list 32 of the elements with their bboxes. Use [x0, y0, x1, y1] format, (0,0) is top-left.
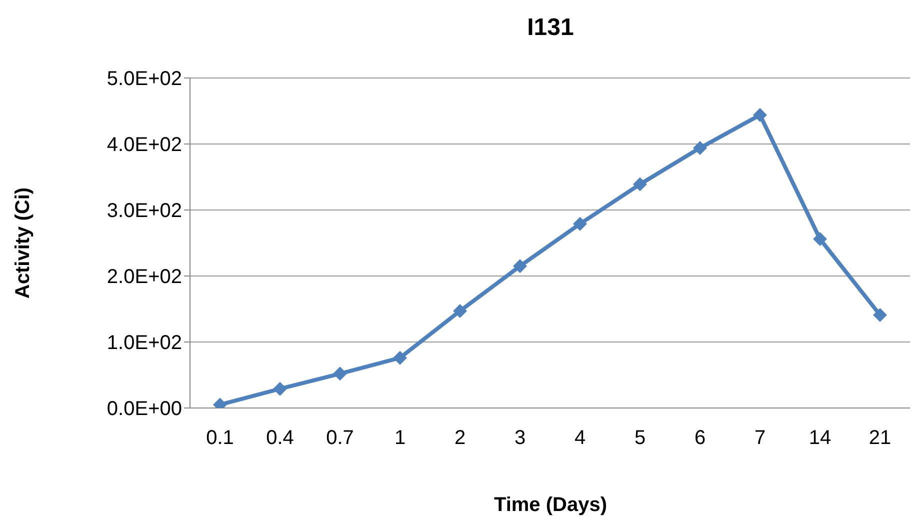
x-tick-label: 6 — [694, 427, 706, 450]
y-tick-label: 0.0E+00 — [106, 398, 182, 420]
point — [633, 177, 647, 192]
point — [813, 232, 827, 246]
point — [753, 108, 767, 122]
y-tick-label: 5.0E+02 — [106, 68, 182, 90]
point — [393, 350, 407, 365]
point — [693, 140, 707, 155]
x-tick-label: 2 — [454, 427, 466, 450]
x-tick-label: 1 — [394, 427, 406, 450]
x-tick-label: 3 — [514, 427, 526, 450]
x-tick-label: 21 — [868, 427, 892, 450]
x-tick-label: 7 — [754, 427, 766, 450]
y-axis-title: Activity (Ci) — [12, 187, 34, 299]
x-axis-title: Time (Days) — [492, 494, 608, 517]
point — [453, 304, 467, 318]
x-tick-label: 5 — [634, 427, 646, 450]
point — [873, 308, 887, 322]
point — [333, 366, 347, 381]
point — [573, 216, 587, 231]
y-tick-label: 2.0E+02 — [106, 266, 182, 288]
x-tick-label: 4 — [574, 427, 586, 450]
x-tick-label: 0.4 — [266, 427, 294, 450]
y-tick-label: 1.0E+02 — [106, 332, 182, 354]
point — [273, 382, 287, 396]
chart-title: I131 — [526, 14, 575, 42]
x-tick-label: 0.1 — [206, 427, 234, 450]
y-tick-label: 4.0E+02 — [106, 134, 182, 156]
y-tick-label: 3.0E+02 — [106, 200, 182, 222]
x-tick-label: 0.7 — [326, 427, 354, 450]
point — [513, 259, 527, 274]
x-tick-label: 14 — [808, 427, 832, 450]
